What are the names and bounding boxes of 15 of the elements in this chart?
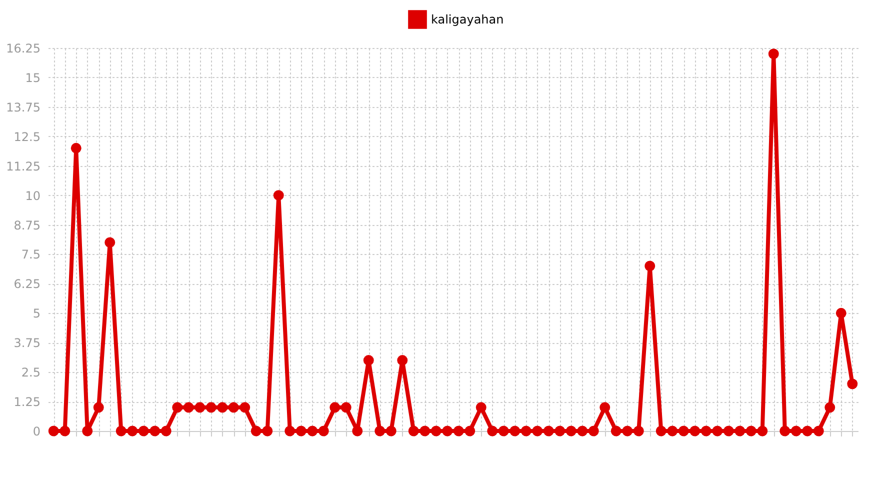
legend-label: kaligayahan [431,12,504,26]
y-tick-label: 3.75 [14,336,40,350]
y-tick-label: 5 [32,306,40,321]
y-tick-label: 1.25 [14,395,40,410]
y-tick-label: 11.25 [6,159,40,174]
y-tick-label: 7.5 [21,248,40,262]
y-tick-label: 12.5 [14,130,40,144]
y-tick-label: 13.75 [6,100,40,114]
y-tick-label: 2.5 [21,366,40,380]
y-tick-label: 16.25 [6,42,40,56]
y-tick-label: 15 [25,70,40,85]
y-tick-label: 8.75 [14,218,40,232]
y-tick-label: 0 [32,424,40,438]
y-tick-label: 10 [25,188,40,203]
y-tick-label: 6.25 [14,277,40,292]
